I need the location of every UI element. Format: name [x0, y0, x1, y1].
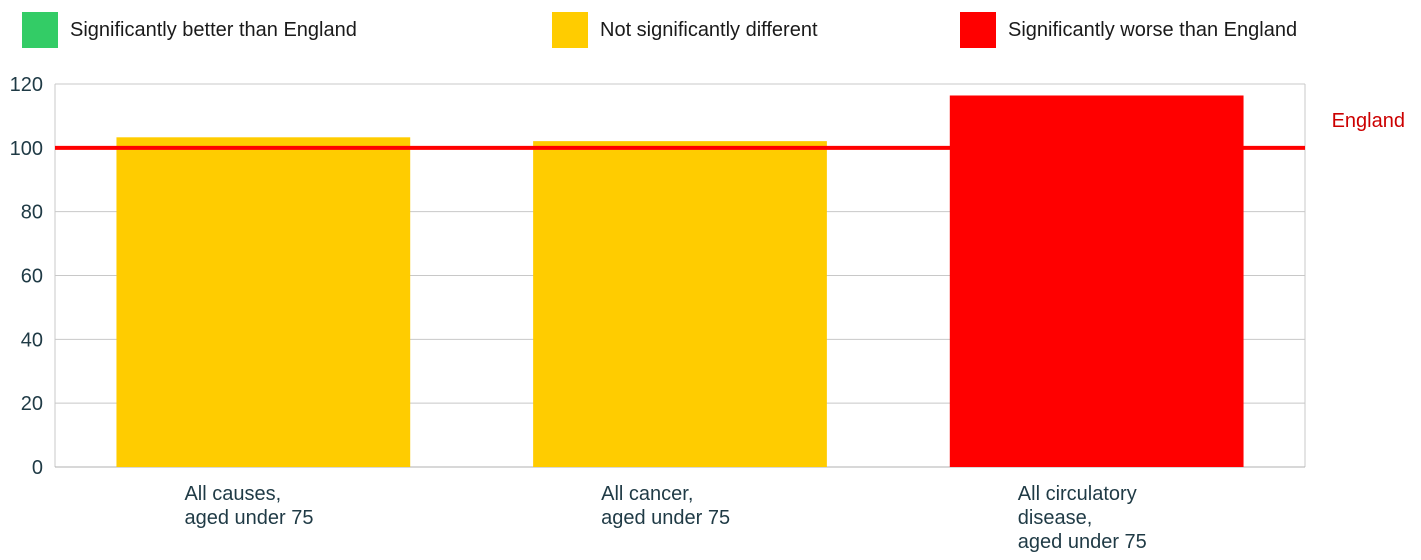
bar — [949, 95, 1244, 468]
bar — [533, 141, 827, 467]
y-tick-label: 100 — [10, 138, 43, 160]
legend-label-better: Significantly better than England — [70, 18, 357, 41]
y-tick-label: 60 — [21, 266, 43, 288]
x-tick-label: All circulatory disease, aged under 75 — [1018, 483, 1147, 553]
y-tick-label: 80 — [21, 202, 43, 224]
england-reference-label: England — [1332, 110, 1405, 132]
legend-swatch-better — [22, 12, 58, 48]
legend: Significantly better than England Not si… — [0, 12, 1421, 48]
legend-label-worse: Significantly worse than England — [1008, 18, 1298, 41]
x-tick-label: All causes, aged under 75 — [184, 483, 313, 529]
x-tick-label: All cancer, aged under 75 — [601, 483, 730, 529]
y-tick-label: 20 — [21, 393, 43, 415]
y-tick-label: 120 — [10, 74, 43, 96]
y-tick-label: 0 — [32, 457, 43, 479]
legend-label-not-different: Not significantly different — [600, 18, 818, 41]
y-tick-label: 40 — [21, 329, 43, 351]
legend-swatch-worse — [960, 12, 996, 48]
legend-item-better: Significantly better than England — [22, 12, 357, 48]
legend-item-not-different: Not significantly different — [552, 12, 818, 48]
legend-swatch-not-different — [552, 12, 588, 48]
legend-item-worse: Significantly worse than England — [960, 12, 1297, 48]
bar — [116, 137, 411, 467]
